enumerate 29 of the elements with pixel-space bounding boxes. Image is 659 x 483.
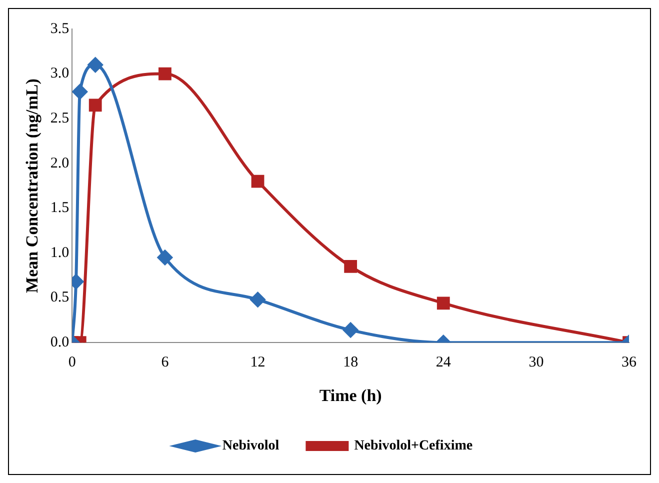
y-tick-label: 3.0 xyxy=(50,66,70,82)
y-tick-label: 0.5 xyxy=(50,290,70,306)
x-tick-label: 24 xyxy=(436,354,452,371)
point xyxy=(72,84,88,100)
x-tick-label: 0 xyxy=(68,354,76,371)
point xyxy=(251,174,264,188)
x-tick-label: 36 xyxy=(622,354,637,371)
point xyxy=(250,292,266,308)
legend-label: Nebivolol+Cefixime xyxy=(354,438,473,454)
y-tick-label: 0.0 xyxy=(50,334,70,351)
x-tick-label: 6 xyxy=(161,354,170,371)
legend-label: Nebivolol xyxy=(222,438,280,454)
point xyxy=(436,296,450,310)
y-tick-label: 2.0 xyxy=(50,155,70,172)
point xyxy=(88,98,102,112)
x-tick-label: 18 xyxy=(343,354,358,371)
y-axis-title: Mean Concentration (ng/mL) xyxy=(22,78,42,293)
point xyxy=(157,250,172,265)
y-tick-label: 3.5 xyxy=(50,20,70,37)
point xyxy=(158,67,172,80)
y-tick-label: 1.0 xyxy=(50,244,70,261)
point xyxy=(343,322,358,338)
point xyxy=(344,260,358,273)
y-tick-label: 1.5 xyxy=(50,200,70,216)
x-tick-label: 12 xyxy=(250,354,266,371)
point xyxy=(88,57,103,72)
y-tick-label: 2.5 xyxy=(50,110,70,127)
x-axis-title: Time (h) xyxy=(319,386,382,406)
x-tick-label: 30 xyxy=(528,354,544,371)
